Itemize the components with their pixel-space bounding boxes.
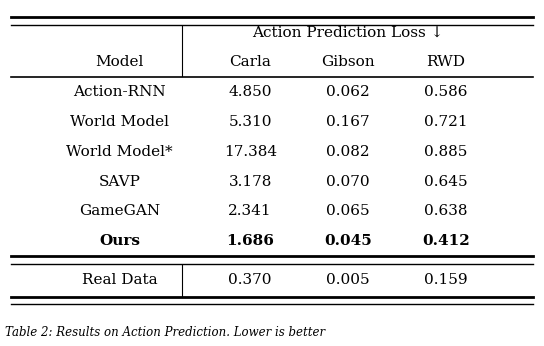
Text: SAVP: SAVP [99, 175, 140, 189]
Text: 0.159: 0.159 [424, 273, 468, 287]
Text: 0.721: 0.721 [424, 115, 468, 129]
Text: 2.341: 2.341 [228, 204, 272, 218]
Text: 0.645: 0.645 [424, 175, 468, 189]
Text: 0.005: 0.005 [326, 273, 370, 287]
Text: 0.885: 0.885 [424, 145, 468, 159]
Text: Table 2: Results on Action Prediction. Lower is better: Table 2: Results on Action Prediction. L… [5, 326, 325, 339]
Text: Ours: Ours [99, 234, 140, 248]
Text: 0.586: 0.586 [424, 85, 468, 99]
Text: Carla: Carla [230, 55, 271, 69]
Text: World Model*: World Model* [66, 145, 173, 159]
Text: World Model: World Model [70, 115, 169, 129]
Text: Action Prediction Loss ↓: Action Prediction Loss ↓ [252, 25, 444, 39]
Text: 0.370: 0.370 [228, 273, 272, 287]
Text: 3.178: 3.178 [228, 175, 272, 189]
Text: 0.638: 0.638 [424, 204, 468, 218]
Text: 0.082: 0.082 [326, 145, 370, 159]
Text: 5.310: 5.310 [228, 115, 272, 129]
Text: 1.686: 1.686 [226, 234, 274, 248]
Text: Action-RNN: Action-RNN [73, 85, 166, 99]
Text: GameGAN: GameGAN [79, 204, 160, 218]
Text: 0.062: 0.062 [326, 85, 370, 99]
Text: Model: Model [96, 55, 144, 69]
Text: Real Data: Real Data [82, 273, 158, 287]
Text: 0.167: 0.167 [326, 115, 370, 129]
Text: Gibson: Gibson [322, 55, 375, 69]
Text: 0.045: 0.045 [324, 234, 372, 248]
Text: 0.412: 0.412 [422, 234, 470, 248]
Text: RWD: RWD [426, 55, 466, 69]
Text: 17.384: 17.384 [224, 145, 277, 159]
Text: 4.850: 4.850 [228, 85, 272, 99]
Text: 0.065: 0.065 [326, 204, 370, 218]
Text: 0.070: 0.070 [326, 175, 370, 189]
